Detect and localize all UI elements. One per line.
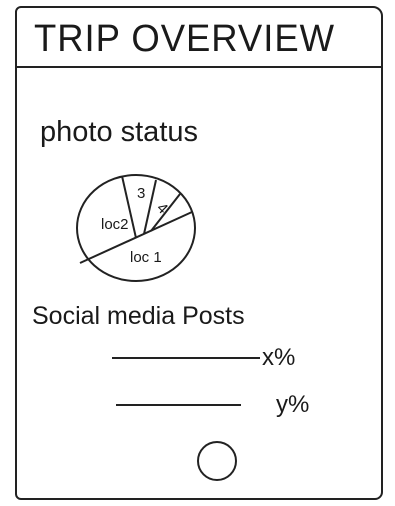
social-row-x: x% bbox=[0, 343, 395, 373]
pie-slice-label-3: 3 bbox=[137, 185, 145, 202]
social-row-value: x% bbox=[262, 344, 296, 371]
pie-outline bbox=[76, 174, 196, 282]
social-media-posts-label: Social media Posts bbox=[32, 302, 245, 330]
pie-divider-4 bbox=[150, 193, 181, 232]
social-row-y: y% bbox=[0, 389, 395, 419]
pie-svg: loc2 3 4 loc 1 bbox=[76, 174, 196, 282]
social-row-value: y% bbox=[276, 391, 310, 418]
pie-slice-label-loc2: loc2 bbox=[101, 216, 129, 233]
social-row-line bbox=[112, 357, 260, 359]
pie-divider-3 bbox=[143, 179, 157, 235]
page-title: TRIP OVERVIEW bbox=[34, 18, 336, 60]
photo-status-pie-chart[interactable]: loc2 3 4 loc 1 bbox=[74, 172, 198, 284]
phone-frame bbox=[15, 6, 383, 500]
pie-slice-label-loc1: loc 1 bbox=[130, 249, 162, 266]
home-button-icon[interactable] bbox=[197, 441, 237, 481]
pie-divider-loc2 bbox=[121, 175, 137, 239]
photo-status-label: photo status bbox=[40, 116, 198, 148]
title-divider bbox=[15, 66, 383, 68]
social-row-line bbox=[116, 404, 241, 406]
